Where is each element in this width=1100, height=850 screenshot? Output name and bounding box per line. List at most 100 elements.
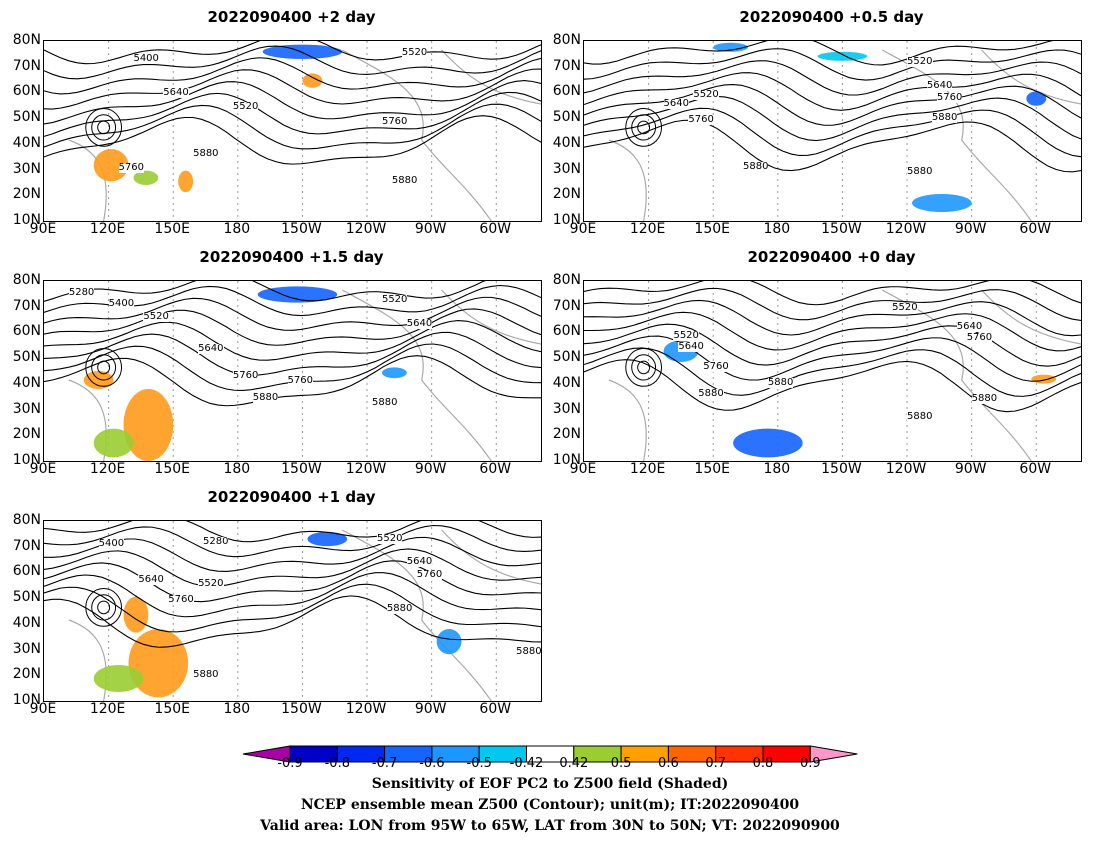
lon-tick-label: 150E — [154, 701, 190, 717]
lat-tick-label: 30N — [552, 400, 581, 417]
panel-title: 2022090400 +2 day — [207, 8, 376, 26]
lat-tick-label: 70N — [12, 57, 41, 74]
z500-contour — [44, 356, 541, 406]
panel-title: 2022090400 +1 day — [207, 488, 376, 506]
z500-contour — [44, 41, 541, 64]
lat-tick-label: 50N — [552, 109, 581, 126]
z500-contour — [44, 46, 541, 79]
map-panel: 5400 5280 5520 5640 5640 5520 5760 5760 5880 5880… — [43, 520, 542, 702]
contour-label: 5280 — [203, 536, 229, 548]
z500-contour — [584, 312, 1081, 351]
z500-contour — [584, 281, 1081, 305]
lat-tick-label: 30N — [552, 160, 581, 177]
contour-label: 5880 — [698, 388, 724, 399]
caption-line-2: NCEP ensemble mean Z500 (Contour); unit(… — [300, 797, 800, 813]
sensitivity-shading — [302, 73, 323, 88]
lat-tick-label: 20N — [552, 426, 581, 443]
map-panel: 5520 5640 5760 5520 5640 5760 5880 5880 5880 5880 — [583, 280, 1082, 462]
lon-tick-label: 120E — [89, 701, 126, 717]
lat-tick-label: 50N — [12, 349, 41, 366]
lat-tick-label: 30N — [12, 400, 41, 417]
contour-label: 5760 — [381, 115, 408, 127]
lon-tick-label: 180 — [763, 221, 791, 237]
sensitivity-shading — [713, 42, 749, 52]
lon-tick-label: 120W — [885, 461, 927, 477]
contour-label: 5880 — [767, 377, 794, 389]
sensitivity-shading — [1031, 374, 1057, 384]
lat-tick-label: 50N — [12, 589, 41, 606]
contour-label: 5760 — [118, 162, 144, 174]
sensitivity-shading — [93, 665, 144, 692]
colorbar-segment — [809, 745, 858, 763]
z500-contour — [44, 332, 541, 375]
contour-label: 5400 — [98, 538, 125, 549]
lon-tick-label: 120E — [629, 461, 666, 477]
lon-tick-label: 90E — [29, 221, 57, 237]
z500-contour — [584, 41, 1081, 65]
z500-contour — [584, 324, 1081, 366]
lon-tick-label: 180 — [223, 221, 251, 237]
contour-label: 5880 — [743, 160, 769, 172]
lon-tick-label: 60W — [479, 701, 512, 717]
lon-tick-label: 60W — [479, 461, 512, 477]
contour-label: 5640 — [663, 97, 689, 109]
lat-tick-label: 40N — [12, 374, 41, 391]
lat-tick-label: 40N — [12, 134, 41, 151]
contour-label: 5760 — [287, 375, 313, 387]
panel-title: 2022090400 +0 day — [747, 248, 916, 266]
contour-label: 5640 — [956, 321, 983, 333]
contour-label: 5880 — [931, 112, 958, 123]
colorbar-tick-label: 0.8 — [752, 756, 774, 771]
contour-label: 5520 — [673, 330, 699, 342]
contour-label: 5880 — [193, 669, 219, 681]
z500-contour — [44, 69, 541, 109]
contour-label: 5760 — [703, 361, 729, 372]
contour-label: 5760 — [936, 92, 963, 104]
lon-tick-label: 180 — [223, 461, 251, 477]
lon-tick-label: 90E — [569, 221, 597, 237]
contour-label: 5400 — [133, 52, 159, 64]
lon-tick-label: 180 — [763, 461, 791, 477]
z500-contour — [44, 116, 541, 164]
contour-label: 5640 — [406, 556, 433, 567]
colorbar-tick-label: 0.7 — [705, 756, 727, 771]
lon-tick-label: 150W — [821, 221, 862, 237]
contour-label: 5520 — [693, 88, 719, 100]
contour-label: 5880 — [391, 175, 418, 186]
sensitivity-shading — [307, 531, 348, 547]
contour-label: 5520 — [376, 532, 403, 544]
lon-tick-label: 150E — [694, 461, 730, 477]
z500-contour — [44, 81, 541, 124]
sensitivity-shading — [817, 51, 868, 61]
z500-contour — [44, 58, 541, 94]
contour-label: 5640 — [138, 574, 164, 585]
caption-line-3: Valid area: LON from 95W to 65W, LAT fro… — [260, 818, 840, 834]
contour-label: 5520 — [143, 310, 169, 322]
lon-tick-label: 150W — [821, 461, 862, 477]
contour-label: 5640 — [926, 79, 953, 91]
z500-contour — [44, 297, 541, 330]
sensitivity-shading — [257, 286, 338, 303]
z500-contour — [584, 96, 1081, 140]
sensitivity-shading — [1026, 91, 1047, 106]
contour-label: 5520 — [892, 301, 918, 313]
lat-tick-label: 40N — [552, 134, 581, 151]
z500-contour — [44, 584, 541, 632]
lon-tick-label: 120E — [89, 221, 126, 237]
z500-contour — [44, 321, 541, 361]
panel-title: 2022090400 +0.5 day — [739, 8, 924, 26]
contour-label: 5880 — [907, 411, 933, 423]
lon-tick-label: 90W — [414, 461, 447, 477]
lat-tick-label: 80N — [552, 32, 581, 48]
z500-contour — [584, 120, 1081, 172]
lon-tick-label: 120E — [89, 461, 126, 477]
map-panel: 5520 5640 5760 5880 5520 5640 5760 5880 5880 — [583, 40, 1082, 222]
contour-label: 5760 — [688, 113, 714, 125]
contour-label: 5640 — [406, 317, 433, 329]
contour-label: 5880 — [372, 397, 398, 408]
sensitivity-shading — [436, 629, 462, 655]
contour-label: 5520 — [907, 56, 933, 68]
z500-contour — [584, 61, 1081, 95]
contour-label: 5760 — [232, 370, 259, 381]
lon-tick-label: 150E — [694, 221, 730, 237]
